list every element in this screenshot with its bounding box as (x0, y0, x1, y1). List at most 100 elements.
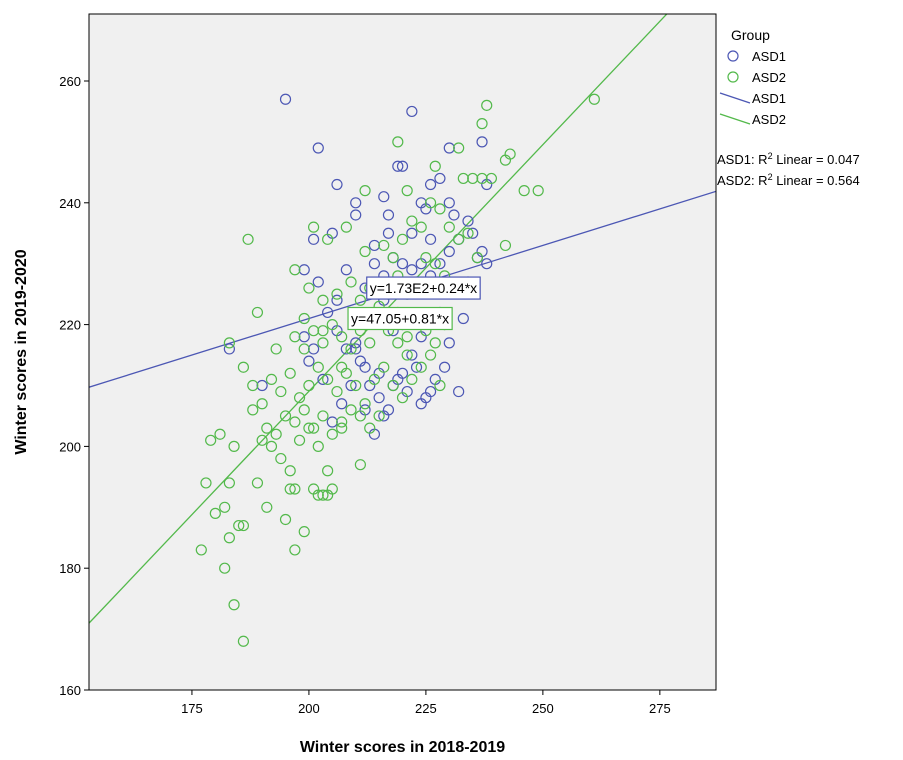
point-asd2-135 (233, 519, 245, 532)
point-asd1-77 (453, 385, 465, 398)
y-tick-label: 260 (59, 74, 81, 89)
point-asd2-62 (392, 337, 404, 349)
legend-label-marker-asd2: ASD2 (752, 70, 786, 85)
point-asd2-86 (396, 392, 409, 404)
x-axis-ticks: 175 200 225 250 275 (181, 690, 671, 716)
legend-marker-asd2 (727, 71, 739, 83)
point-asd2-88 (415, 361, 427, 373)
y-axis-title: Winter scores in 2019-2020 (13, 249, 30, 454)
point-asd2-18 (307, 221, 320, 233)
y-tick-label: 180 (59, 561, 81, 576)
point-asd1-85 (396, 367, 409, 379)
point-asd1-1 (406, 105, 418, 118)
point-asd1-8 (396, 160, 409, 172)
point-asd2-20 (340, 221, 352, 233)
point-asd2-54 (317, 337, 329, 349)
point-asd2-29 (443, 221, 455, 233)
point-asd1-41 (443, 245, 455, 258)
point-asd2-105 (214, 428, 226, 440)
point-asd2-142 (317, 325, 329, 337)
point-asd1-3 (443, 142, 455, 154)
point-asd2-85 (387, 379, 399, 392)
point-asd2-72 (265, 373, 278, 386)
point-asd2-32 (471, 252, 483, 264)
point-asd2-25 (406, 215, 418, 227)
point-asd2-52 (298, 312, 310, 325)
point-asd2-137 (289, 544, 301, 556)
point-asd2-78 (322, 373, 334, 386)
point-asd2-141 (298, 343, 310, 355)
point-asd2-101 (354, 410, 366, 422)
point-asd1-7 (392, 160, 404, 172)
point-asd2-68 (223, 337, 235, 349)
point-asd1-78 (223, 343, 235, 355)
point-asd2-103 (373, 410, 385, 422)
y-tick-label: 240 (59, 196, 81, 211)
legend: Group ASD1 ASD2 ASD1 ASD2 (719, 27, 786, 127)
point-asd1-88 (350, 343, 362, 355)
point-asd2-84 (378, 361, 390, 373)
point-asd2-73 (275, 385, 287, 398)
point-asd1-23 (424, 233, 437, 245)
point-asd2-33 (289, 264, 301, 276)
point-asd2-114 (312, 440, 324, 452)
point-asd2-136 (237, 519, 250, 532)
point-asd2-123 (284, 483, 296, 495)
point-asd2-77 (312, 361, 324, 373)
point-asd2-81 (350, 379, 362, 392)
point-asd1-20 (368, 239, 381, 252)
point-asd1-10 (434, 172, 446, 185)
point-asd2-24 (396, 233, 409, 245)
point-asd2-17 (242, 233, 254, 245)
x-tick-label: 250 (532, 701, 554, 716)
point-asd1-29 (312, 276, 324, 288)
point-asd2-121 (261, 501, 273, 513)
x-tick-label: 275 (649, 701, 671, 716)
point-asd1-83 (378, 410, 390, 422)
point-asd2-134 (223, 532, 235, 544)
point-asd2-34 (303, 282, 315, 294)
point-asd1-12 (382, 209, 395, 221)
point-asd1-40 (434, 258, 446, 270)
point-asd2-63 (401, 331, 413, 343)
fit-label-box-asd1 (366, 276, 481, 300)
point-asd2-70 (247, 379, 259, 392)
legend-line-asd1 (719, 92, 751, 104)
point-asd1-61 (443, 337, 455, 349)
point-asd1-63 (303, 355, 315, 367)
r2-label-asd2: ASD2: R2 Linear = 0.564 (717, 172, 860, 188)
point-asd2-56 (336, 331, 348, 343)
point-asd2-96 (307, 422, 320, 434)
point-asd2-57 (345, 343, 357, 355)
point-asd2-59 (364, 337, 376, 349)
point-asd2-92 (270, 428, 282, 440)
point-asd2-111 (284, 465, 296, 477)
point-asd1-26 (467, 227, 479, 239)
point-asd2-37 (345, 276, 357, 288)
point-asd1-4 (476, 136, 488, 148)
point-asd2-5 (392, 136, 404, 148)
point-asd2-131 (195, 544, 207, 556)
point-asd1-15 (443, 197, 455, 209)
y-axis-ticks: 160 180 200 220 240 260 (59, 74, 89, 698)
point-asd2-119 (223, 477, 235, 489)
point-asd1-76 (439, 361, 451, 373)
point-asd2-15 (532, 185, 544, 197)
legend-label-line-asd2: ASD2 (752, 112, 786, 127)
fit-label-asd1: y=1.73E2+0.24*x (370, 280, 477, 296)
point-asd2-1 (481, 99, 493, 111)
point-asd2-93 (279, 410, 292, 422)
fit-equation-labels: y=1.73E2+0.24*x y=47.05+0.81*x (347, 276, 481, 331)
legend-line-asd2 (719, 113, 751, 125)
point-asd1-2 (312, 142, 324, 154)
point-asd2-94 (289, 416, 301, 428)
point-asd2-30 (453, 233, 465, 245)
point-asd1-24 (448, 209, 460, 221)
point-asd2-118 (200, 477, 212, 489)
point-asd2-10 (457, 172, 469, 185)
point-asd2-2 (476, 118, 488, 130)
point-asd2-100 (345, 404, 357, 416)
point-asd1-47 (307, 343, 320, 355)
plot-frame (88, 13, 717, 691)
